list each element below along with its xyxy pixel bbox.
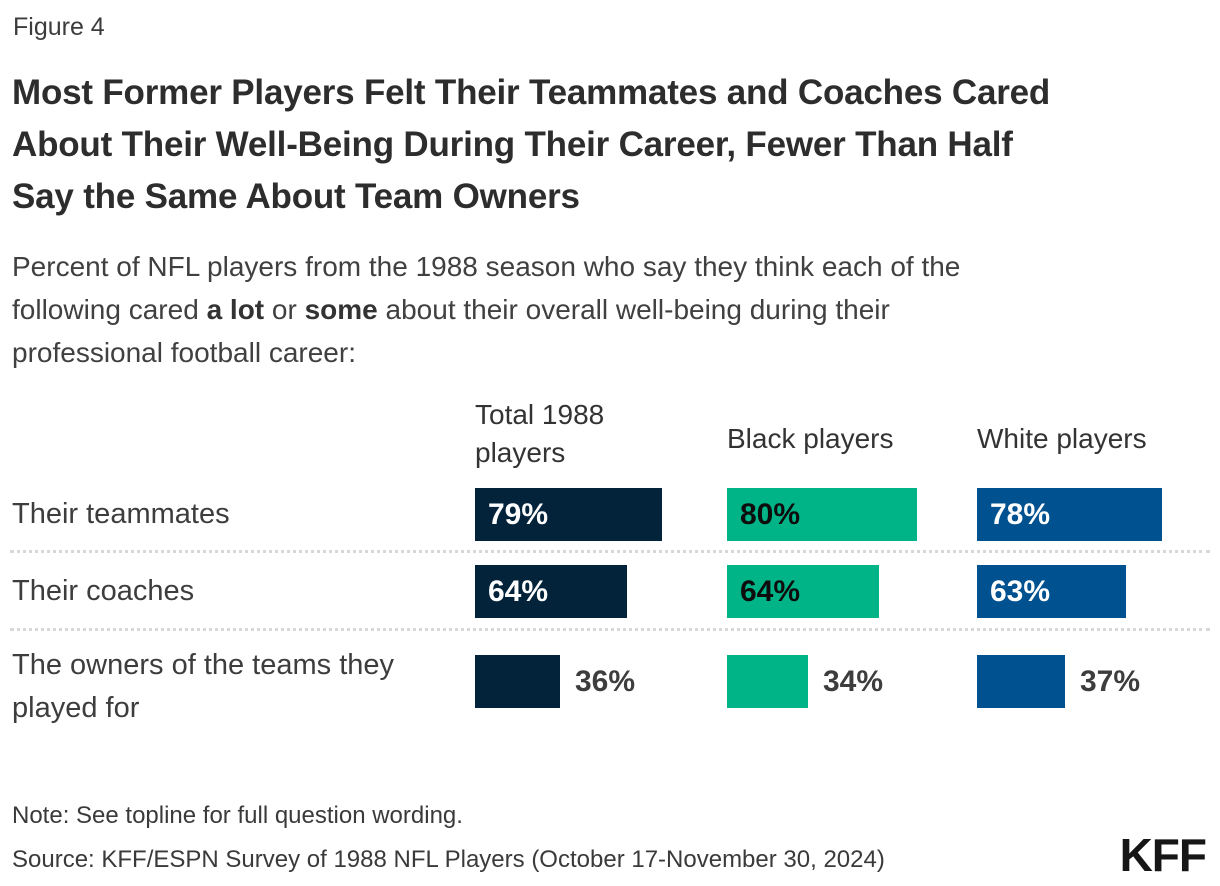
bar-total-teammates: 79% <box>475 488 662 541</box>
bar-value-label: 64% <box>740 574 801 608</box>
subtitle-bold-some: some <box>304 294 378 325</box>
bar-black-teammates: 80% <box>727 488 917 541</box>
chart-row-teammates: Their teammates 79% 80% 78% <box>0 488 1220 541</box>
bar-white-teammates: 78% <box>977 488 1162 541</box>
kff-logo: KFF <box>1119 829 1207 881</box>
row-label-owners: The owners of the teams they played for <box>12 649 395 724</box>
row-divider <box>10 628 1210 631</box>
bar-value-label: 78% <box>990 497 1051 531</box>
row-label-teammates: Their teammates <box>12 498 230 530</box>
chart-title-line-3: Say the Same About Team Owners <box>12 177 580 216</box>
chart-subtitle-line-1: Percent of NFL players from the 1988 sea… <box>12 251 961 282</box>
bar-value-label: 37% <box>1080 664 1141 698</box>
bar-value-label: 63% <box>990 574 1051 608</box>
column-header-total-1988-players: Total 1988 players <box>475 399 605 468</box>
bar-black-owners <box>727 655 808 708</box>
chart-title-line-2: About Their Well-Being During Their Care… <box>12 125 1013 164</box>
bar-value-label: 79% <box>488 497 549 531</box>
chart-subtitle-line-3: professional football career: <box>12 337 356 368</box>
bar-value-label: 36% <box>575 664 636 698</box>
bar-white-coaches: 63% <box>977 565 1126 618</box>
bar-white-owners <box>977 655 1065 708</box>
bar-total-coaches: 64% <box>475 565 627 618</box>
row-label-coaches: Their coaches <box>12 575 195 607</box>
note-text: Note: See topline for full question word… <box>12 802 463 829</box>
figure-label: Figure 4 <box>13 13 105 41</box>
column-header-white-players: White players <box>977 423 1147 454</box>
chart-title: Most Former Players Felt Their Teammates… <box>12 67 1217 223</box>
bar-value-label: 80% <box>740 497 801 531</box>
row-divider <box>10 550 1210 553</box>
bar-black-coaches: 64% <box>727 565 879 618</box>
chart-subtitle-line-2: following cared a lot or some about thei… <box>12 294 890 325</box>
column-header-black-players: Black players <box>727 423 894 454</box>
subtitle-bold-a-lot: a lot <box>206 294 265 325</box>
chart-title-line-1: Most Former Players Felt Their Teammates… <box>12 73 1051 112</box>
bar-value-label: 34% <box>823 664 884 698</box>
chart-row-coaches: Their coaches 64% 64% 63% <box>0 565 1220 618</box>
bar-value-label: 64% <box>488 574 549 608</box>
chart-row-owners: The owners of the teams they played for … <box>0 649 1220 724</box>
chart-subtitle: Percent of NFL players from the 1988 sea… <box>12 245 1192 374</box>
bar-total-owners <box>475 655 560 708</box>
source-text: Source: KFF/ESPN Survey of 1988 NFL Play… <box>12 846 885 873</box>
